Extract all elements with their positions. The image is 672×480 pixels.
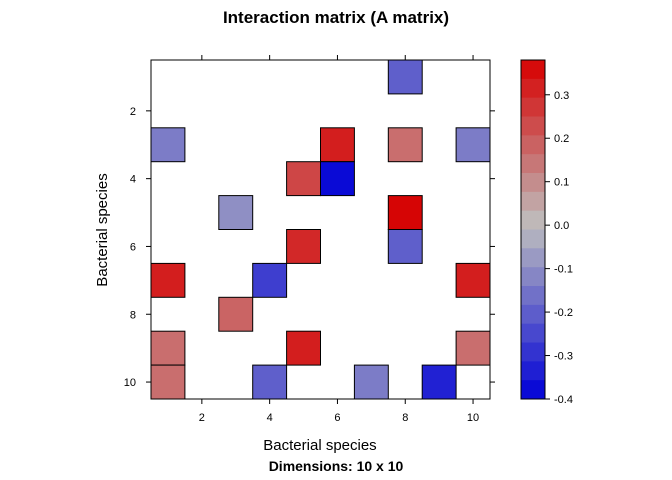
- colorbar-tick-label: -0.3: [554, 351, 573, 363]
- colorbar-segment: [521, 116, 545, 136]
- colorbar-tick-label: 0.2: [554, 133, 569, 145]
- heatmap-cell: [387, 127, 423, 163]
- heatmap-cell: [387, 195, 423, 231]
- colorbar-segment: [521, 210, 545, 230]
- heatmap-cell: [455, 127, 491, 163]
- x-axis-label: Bacterial species: [263, 437, 376, 454]
- chart-subtitle: Dimensions: 10 x 10: [269, 458, 404, 474]
- heatmap-cell: [387, 229, 423, 264]
- plot-panel: [150, 59, 491, 400]
- colorbar-segment: [521, 342, 545, 362]
- colorbar-segment: [521, 286, 545, 306]
- x-tick-label: 10: [467, 412, 479, 424]
- heatmap-cell: [150, 364, 186, 400]
- heatmap-cell: [150, 262, 186, 298]
- colorbar-segment: [521, 191, 545, 212]
- colorbar-segment: [521, 97, 545, 117]
- heatmap-cells: [150, 59, 491, 400]
- y-tick-label: 2: [130, 106, 136, 118]
- colorbar-segment: [521, 267, 545, 287]
- colorbar-segment: [521, 380, 545, 400]
- heatmap-cell: [320, 161, 355, 197]
- heatmap-cell: [455, 262, 491, 298]
- x-axis: 2 4 6 8 10: [199, 55, 479, 424]
- heatmap-cell: [387, 59, 423, 95]
- heatmap-cell: [286, 330, 322, 366]
- colorbar-tick-label: -0.1: [554, 264, 573, 276]
- x-tick-label: 8: [402, 412, 408, 424]
- x-tick-label: 4: [267, 412, 273, 424]
- colorbar-segment: [521, 323, 545, 343]
- heatmap-cell: [252, 262, 288, 298]
- x-tick-label: 6: [334, 412, 340, 424]
- y-tick-label: 8: [130, 309, 136, 321]
- colorbar: 0.3 0.2 0.1 0.0 -0.1 -0.2 -0.3 -0.4: [520, 59, 573, 406]
- heatmap-cell: [353, 364, 389, 400]
- heatmap-cell: [218, 296, 254, 332]
- colorbar-segment: [521, 361, 545, 381]
- colorbar-frame: [520, 59, 546, 400]
- heatmap-cell: [286, 229, 322, 264]
- colorbar-segment: [521, 173, 545, 193]
- colorbar-tick-label: -0.4: [554, 394, 573, 406]
- heatmap-cell: [286, 161, 322, 197]
- colorbar-tick-label: 0.1: [554, 177, 569, 189]
- y-axis-label: Bacterial species: [94, 173, 111, 286]
- heatmap-cell: [150, 127, 186, 163]
- colorbar-segment: [521, 154, 545, 174]
- x-tick-label: 2: [199, 412, 205, 424]
- colorbar-segment: [521, 78, 545, 99]
- colorbar-tick-label: -0.2: [554, 307, 573, 319]
- heatmap-cell: [150, 330, 186, 366]
- colorbar-segment: [521, 229, 545, 249]
- colorbar-segment: [521, 60, 545, 80]
- heatmap-cell: [218, 195, 254, 231]
- colorbar-tick-label: 0.3: [554, 90, 569, 102]
- heatmap-cell: [252, 364, 288, 400]
- chart-title: Interaction matrix (A matrix): [223, 8, 449, 27]
- colorbar-segment: [521, 135, 545, 155]
- y-tick-label: 4: [130, 174, 136, 186]
- y-tick-label: 6: [130, 241, 136, 253]
- heatmap-cell: [455, 330, 491, 366]
- colorbar-tick-label: 0.0: [554, 220, 569, 232]
- heatmap-cell: [320, 127, 355, 163]
- y-axis: 2 4 6 8 10: [124, 106, 495, 389]
- y-tick-label: 10: [124, 377, 136, 389]
- heatmap-cell: [421, 364, 457, 400]
- colorbar-segment: [521, 304, 545, 325]
- colorbar-segment: [521, 248, 545, 268]
